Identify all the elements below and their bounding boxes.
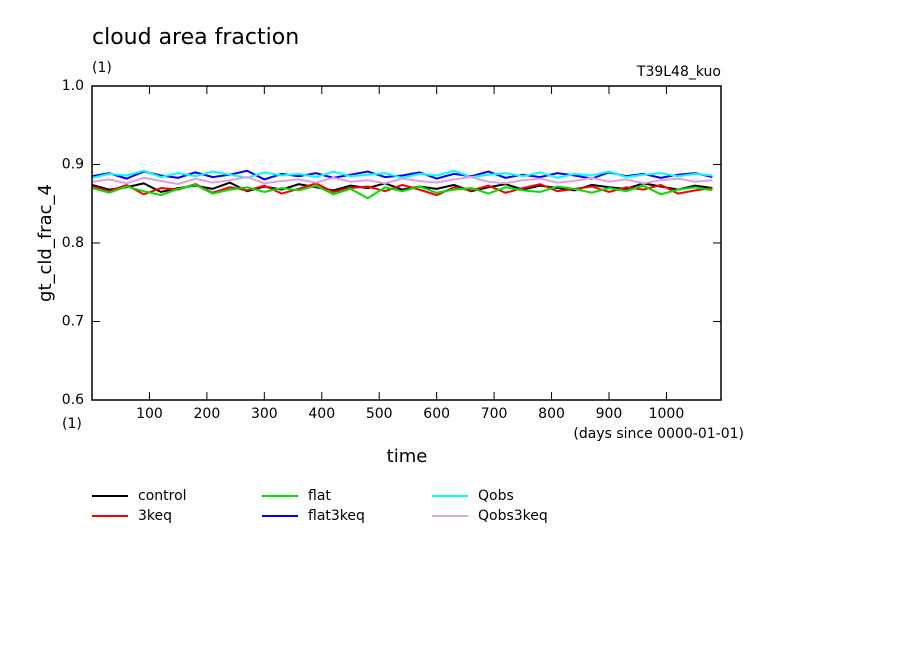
x-tick-label: 600	[423, 406, 450, 422]
x-tick-label: 900	[596, 406, 623, 422]
x-tick-label: 100	[136, 406, 163, 422]
series-line	[91, 183, 713, 200]
series-line	[91, 176, 713, 186]
plot-area	[91, 169, 713, 200]
annotation: T39L48_kuo	[636, 64, 721, 80]
x-tick-label: 200	[194, 406, 221, 422]
x-tick-label: 800	[538, 406, 565, 422]
y-axis-label: gt_cld_frac_4	[35, 184, 56, 302]
x-tick-label: 400	[308, 406, 335, 422]
x-tick-label: 500	[366, 406, 393, 422]
chart-subtitle: (1)	[92, 60, 112, 76]
legend-label: 3keq	[138, 508, 172, 524]
y-tick-label: 0.7	[62, 314, 84, 330]
legend-label: flat	[308, 488, 331, 504]
x-tick-label: 1000	[649, 406, 685, 422]
y-tick-label: 0.8	[62, 235, 84, 251]
legend-label: Qobs3keq	[478, 508, 548, 524]
y-tick-label: 1.0	[62, 78, 84, 94]
y-unit: (1)	[62, 416, 82, 432]
legend-label: flat3keq	[308, 508, 365, 524]
x-tick-label: 300	[251, 406, 278, 422]
legend-label: Qobs	[478, 488, 514, 504]
y-tick-label: 0.9	[62, 157, 84, 173]
x-axis-label: time	[387, 446, 428, 467]
chart-title: cloud area fraction	[92, 25, 299, 50]
legend: control 3keq flat flat3keq Qobs Qobs3keq	[92, 488, 548, 524]
x-unit: (days since 0000-01-01)	[573, 426, 744, 442]
legend-label: control	[138, 488, 187, 504]
y-tick-label: 0.6	[62, 392, 84, 408]
x-tick-label: 700	[481, 406, 508, 422]
